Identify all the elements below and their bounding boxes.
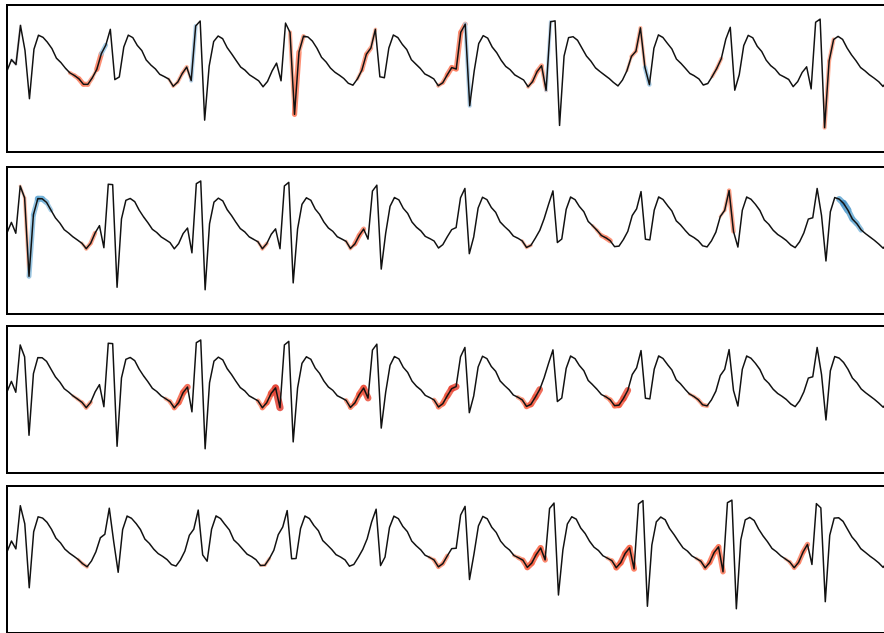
panel-2 [6,166,884,315]
panels [6,4,884,633]
panel-frame [6,325,884,474]
panel-frame [6,166,884,315]
signal-line [6,339,884,450]
panel-4 [6,485,884,633]
panel-3 [6,325,884,474]
panel-1 [6,4,884,153]
signal-line [6,180,884,291]
signal-line [6,18,884,129]
panel-frame [6,4,884,153]
panel-frame [6,485,884,633]
signal-line [6,499,884,610]
